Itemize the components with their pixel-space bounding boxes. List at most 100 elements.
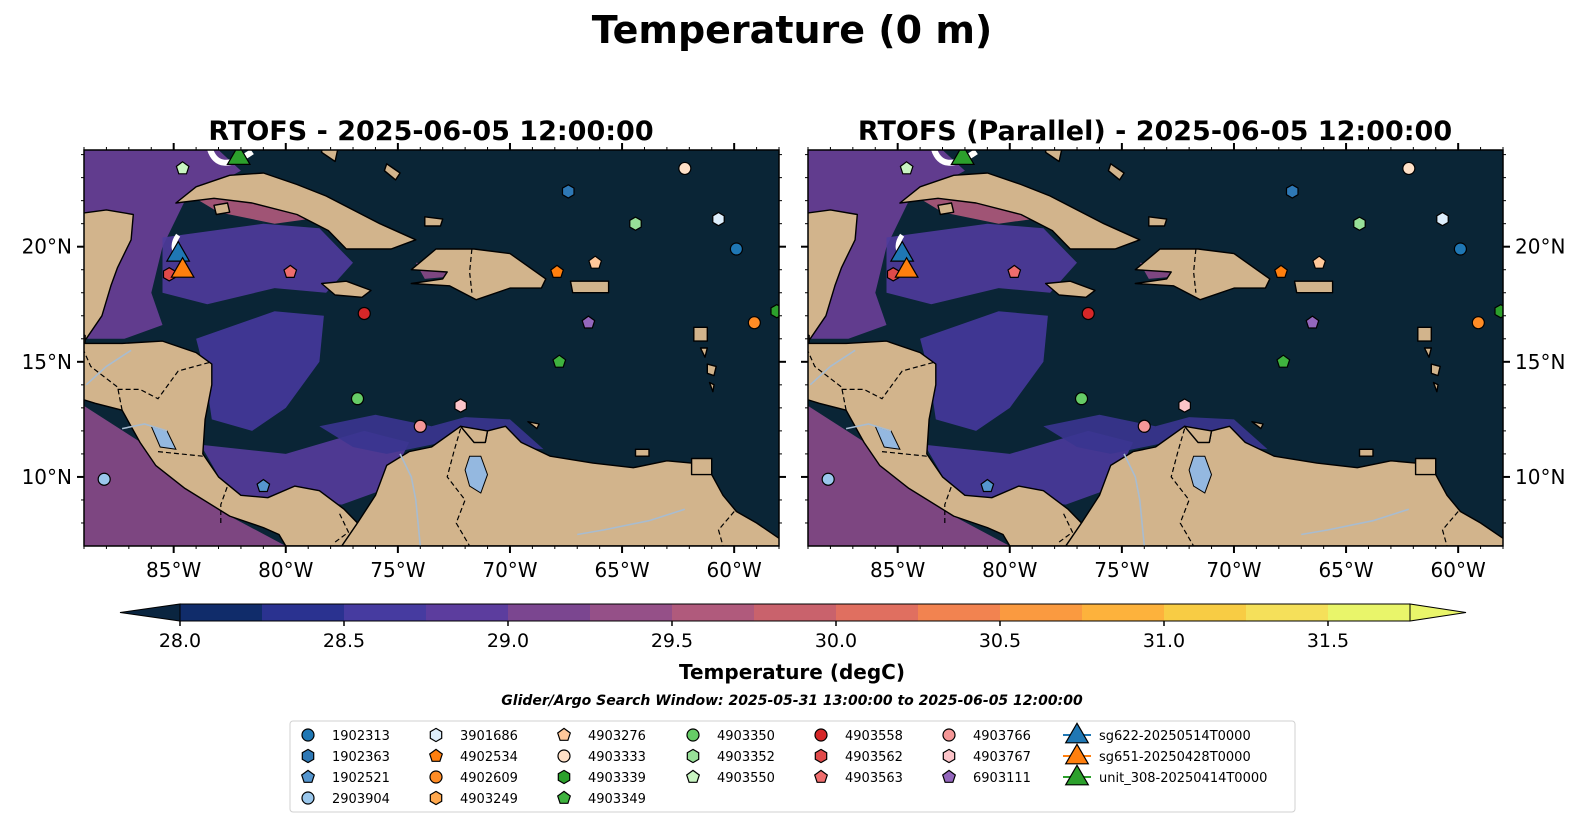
land-hispaniola <box>1134 248 1271 301</box>
legend: 1902313 1902363 1902521 2903904 3901686 49025… <box>300 722 1267 807</box>
legend-label-1902521: 1902521 <box>332 771 390 786</box>
marker-4903339-rtofs-parallel <box>1494 303 1503 319</box>
land-bahamas-long <box>1107 163 1125 181</box>
legend-label-4903766: 4903766 <box>973 729 1031 744</box>
land-trinidad <box>690 457 713 476</box>
marker-1902363-rtofs-parallel <box>1285 184 1299 199</box>
land-dominica <box>1423 347 1433 358</box>
xtick-label-rtofs: 65°W <box>594 558 649 582</box>
country-border-7 <box>1192 248 1197 293</box>
legend-label-sg651-20250428T0000: sg651-20250428T0000 <box>1099 750 1251 765</box>
land-st-lucia <box>708 381 715 393</box>
map-frame-rtofs <box>83 149 780 547</box>
colorbar-tick-label: 28.5 <box>323 630 365 652</box>
warm-region-panama-colombia-basin <box>200 430 410 505</box>
panel-title-rtofs: RTOFS - 2025-06-05 12:00:00 <box>208 116 653 147</box>
marker-4903350-rtofs <box>350 392 365 406</box>
colorbar-tick-label: 31.5 <box>1307 630 1349 652</box>
country-border-4 <box>332 513 350 545</box>
marker-4903276-rtofs <box>588 255 603 269</box>
land-martinique <box>1430 363 1441 377</box>
figure-title: Temperature (0 m) <box>592 8 993 52</box>
ytick-label-rtofs: 20°N <box>22 235 72 259</box>
legend-label-4903349: 4903349 <box>588 792 646 807</box>
legend-marker-4903276 <box>556 727 572 741</box>
country-border-6 <box>717 511 735 546</box>
legend-label-1902313: 1902313 <box>332 729 390 744</box>
river-2 <box>845 423 892 432</box>
land-yucatan <box>808 209 858 341</box>
legend-marker-3901686 <box>429 727 443 743</box>
legend-marker-4903558 <box>814 728 828 742</box>
colorbar-tick-label: 28.0 <box>159 630 201 652</box>
legend-label-unit_308-20250414T0000: unit_308-20250414T0000 <box>1099 771 1267 786</box>
land-central-america <box>84 340 359 546</box>
marker-4903563-rtofs-parallel <box>1007 264 1022 278</box>
warm-region-nicaragua-rise <box>196 311 324 431</box>
warm-region-cuba-south-shelf <box>191 196 309 224</box>
marker-6903111-rtofs-parallel <box>1305 315 1320 329</box>
marker-1902363-rtofs <box>561 184 575 199</box>
land-bahamas-andros <box>320 150 339 163</box>
ytick-label-rtofs: 15°N <box>22 350 72 374</box>
land-south-america <box>1065 425 1503 546</box>
legend-marker-4903352 <box>686 748 700 764</box>
land-curacao <box>1251 421 1264 430</box>
xtick-label-rtofs: 75°W <box>370 558 425 582</box>
legend-marker-4903249 <box>429 790 443 806</box>
ytick-label-rtofs-parallel: 15°N <box>1515 350 1565 374</box>
land-puerto-rico <box>1293 280 1334 294</box>
land-bahamas-inagua <box>1148 216 1168 227</box>
warm-region-yucatan-channel <box>84 150 241 339</box>
colorbar: 28.0 28.5 29.0 29.5 30.0 30.5 31.0 31.5 <box>119 603 1467 652</box>
colorbar-segment <box>754 604 837 621</box>
country-border-6 <box>1441 511 1459 546</box>
legend-label-6903111: 6903111 <box>973 771 1031 786</box>
colorbar-extend-min <box>119 603 181 622</box>
land-bahamas-long <box>383 163 401 181</box>
legend-label-4902534: 4902534 <box>460 750 518 765</box>
xtick-label-rtofs: 80°W <box>258 558 313 582</box>
ytick-label-rtofs-parallel: 10°N <box>1515 465 1565 489</box>
legend-marker-4903766 <box>942 728 956 742</box>
marker-4903550-rtofs <box>175 161 190 175</box>
legend-label-2903904: 2903904 <box>332 792 390 807</box>
legend-label-4903333: 4903333 <box>588 750 646 765</box>
river-3 <box>85 349 132 386</box>
colorbar-tick-label: 29.0 <box>487 630 529 652</box>
ytick-label-rtofs: 10°N <box>22 465 72 489</box>
legend-label-4902609: 4902609 <box>460 771 518 786</box>
marker-4902534-rtofs <box>550 264 565 278</box>
marker-4902609-rtofs-parallel <box>1471 316 1485 330</box>
map-axes-rtofs-parallel: 85°W 80°W 75°W 70°W 65°W 60°W 10°N 15°N 20°N <box>801 143 1565 582</box>
country-border-0 <box>84 349 123 411</box>
colorbar-label: Temperature (degC) <box>679 660 905 684</box>
land-trinidad <box>1414 457 1437 476</box>
legend-marker-sg651-20250428T0000 <box>1064 743 1090 765</box>
marker-4903349-rtofs <box>552 354 567 368</box>
land-martinique <box>706 363 717 377</box>
legend-label-4903767: 4903767 <box>973 750 1031 765</box>
river-0 <box>1123 453 1146 546</box>
warm-region-nicaragua-rise <box>920 311 1048 431</box>
legend-marker-4902609 <box>429 770 443 784</box>
country-border-1 <box>841 361 936 400</box>
legend-marker-4903562 <box>814 748 828 764</box>
marker-1902313-rtofs-parallel <box>1453 242 1468 256</box>
legend-label-4903562: 4903562 <box>845 750 903 765</box>
land-hispaniola <box>410 248 547 301</box>
country-border-0 <box>808 349 847 411</box>
land-guadeloupe <box>693 326 708 342</box>
land-cuba <box>899 172 1141 250</box>
marker-3901686-rtofs-parallel <box>1436 211 1449 227</box>
marker-4903558-rtofs-parallel <box>1081 306 1095 321</box>
country-border-5 <box>446 428 471 546</box>
legend-label-3901686: 3901686 <box>460 729 518 744</box>
country-border-3 <box>220 485 229 523</box>
colorbar-segment <box>262 604 345 621</box>
warm-region-cayman-basin <box>162 223 353 305</box>
legend-marker-4903550 <box>685 769 701 783</box>
land-guajira-gulf-fill <box>459 425 489 444</box>
marker-4903766-rtofs-parallel <box>1137 419 1151 433</box>
